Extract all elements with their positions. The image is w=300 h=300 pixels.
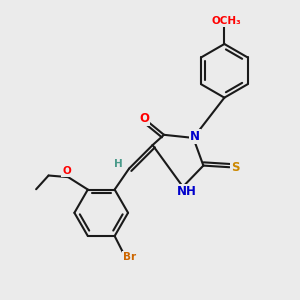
- Text: OCH₃: OCH₃: [211, 16, 241, 26]
- Text: NH: NH: [177, 185, 197, 198]
- Text: Br: Br: [123, 252, 136, 262]
- Text: O: O: [140, 112, 149, 125]
- Text: N: N: [190, 130, 200, 143]
- Text: H: H: [114, 159, 123, 169]
- Text: O: O: [62, 166, 71, 176]
- Text: S: S: [231, 161, 240, 174]
